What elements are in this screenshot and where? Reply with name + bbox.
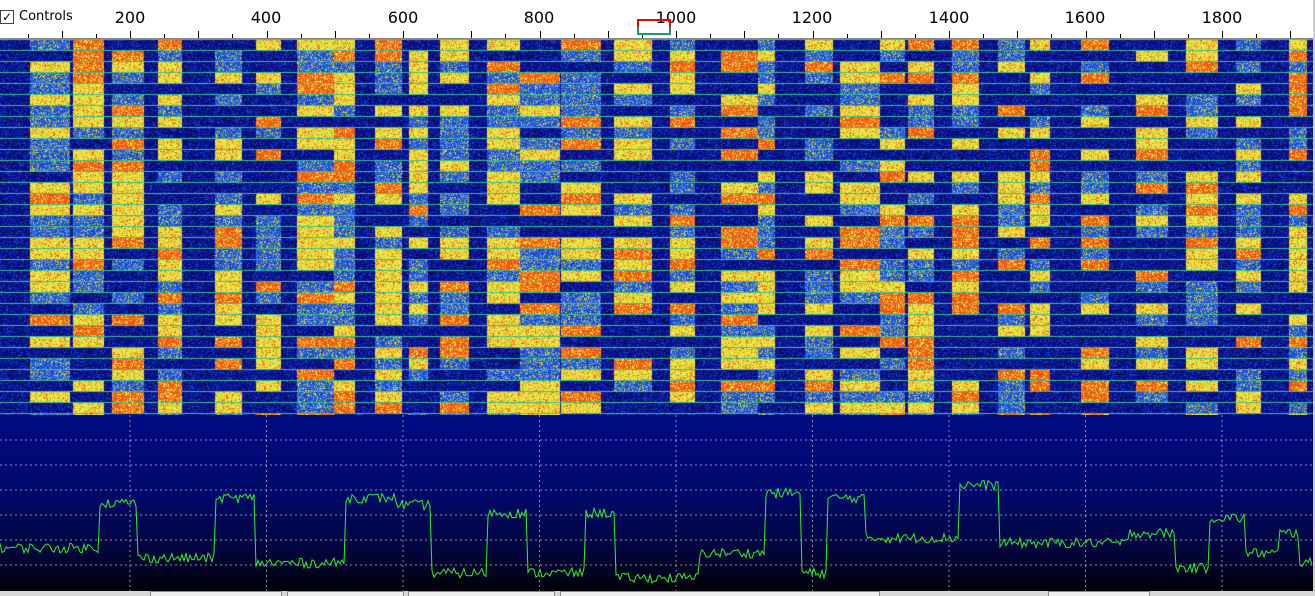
ruler-tick [505, 34, 506, 38]
ruler-tick [1188, 34, 1189, 38]
ruler-tick [301, 34, 302, 38]
controls-label: Controls [19, 9, 73, 24]
ruler-label-400: 400 [250, 8, 282, 27]
ruler-tick [369, 34, 370, 38]
ruler-tick [608, 31, 609, 38]
ruler-tick [881, 31, 882, 38]
ruler-tick [1256, 34, 1257, 38]
bottom-controls-strip [0, 591, 1315, 596]
ruler-tick [813, 31, 814, 38]
bottom-control-3[interactable] [408, 591, 555, 596]
ruler-tick [1290, 31, 1291, 38]
rx-frequency-marker-icon[interactable] [637, 19, 671, 27]
ruler-tick [335, 31, 336, 38]
ruler-tick [574, 34, 575, 38]
ruler-tick [1051, 34, 1052, 38]
ruler-tick [28, 34, 29, 38]
ruler-label-600: 600 [387, 8, 419, 27]
ruler-tick [96, 34, 97, 38]
ruler-tick [847, 34, 848, 38]
ruler-tick [744, 31, 745, 38]
ruler-label-1000: 1000 [655, 8, 697, 27]
ruler-label-1400: 1400 [928, 8, 970, 27]
ruler-tick [198, 31, 199, 38]
ruler-tick [267, 31, 268, 38]
ruler-tick [983, 34, 984, 38]
ruler-tick [1154, 31, 1155, 38]
ruler-label-1600: 1600 [1064, 8, 1106, 27]
spectrum-plot[interactable] [0, 415, 1313, 591]
ruler-tick [403, 31, 404, 38]
ruler-tick [164, 34, 165, 38]
ruler-tick [62, 31, 63, 38]
check-icon[interactable]: ✓ [0, 9, 14, 24]
ruler-tick [1086, 31, 1087, 38]
ruler-tick [949, 31, 950, 38]
frequency-ruler[interactable]: ✓ Controls 200 400 600 800 1000 1200 140… [0, 0, 1313, 39]
ruler-tick [778, 34, 779, 38]
spectrum-trace [0, 479, 1313, 584]
ruler-tick [540, 31, 541, 38]
waterfall-display[interactable] [0, 39, 1313, 415]
ruler-tick [1222, 31, 1223, 38]
ruler-label-800: 800 [523, 8, 555, 27]
tx-frequency-marker-icon[interactable] [637, 27, 671, 35]
ruler-tick [471, 31, 472, 38]
bottom-control-4[interactable] [560, 591, 880, 596]
spectrum-background [0, 415, 1313, 591]
ruler-tick [915, 34, 916, 38]
ruler-tick [130, 31, 131, 38]
ruler-tick [642, 34, 643, 38]
bottom-control-1[interactable] [150, 591, 282, 596]
controls-checkbox[interactable]: ✓ Controls [0, 9, 73, 24]
ruler-label-1800: 1800 [1201, 8, 1243, 27]
ruler-tick [1017, 31, 1018, 38]
ruler-tick [1120, 34, 1121, 38]
ruler-label-200: 200 [114, 8, 146, 27]
ruler-tick [710, 34, 711, 38]
ruler-label-1200: 1200 [791, 8, 833, 27]
ruler-tick [676, 31, 677, 38]
bottom-control-2[interactable] [287, 591, 404, 596]
bottom-control-5[interactable] [1048, 591, 1150, 596]
ruler-tick [232, 34, 233, 38]
spectrum-grid [0, 415, 1313, 591]
ruler-tick [437, 34, 438, 38]
window-edge [1313, 0, 1315, 591]
